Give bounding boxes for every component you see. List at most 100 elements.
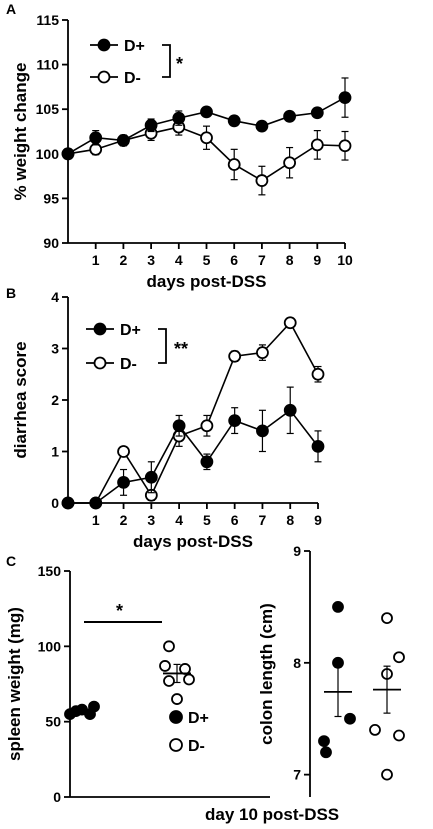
data-point-d-plus bbox=[344, 712, 356, 725]
panel-label-c: C bbox=[6, 553, 16, 569]
data-point-d-plus bbox=[228, 414, 242, 428]
data-point-d-minus bbox=[163, 640, 175, 653]
y-tick-label: 100 bbox=[38, 638, 62, 654]
data-point-d-plus bbox=[332, 656, 344, 669]
data-point-d-minus bbox=[283, 156, 297, 170]
significance-marker: * bbox=[116, 601, 123, 621]
data-point-d-minus bbox=[381, 768, 393, 781]
legend-label-d-plus: D+ bbox=[124, 38, 145, 55]
x-tick-label: 1 bbox=[92, 512, 100, 528]
x-tick-label: 5 bbox=[203, 252, 211, 268]
data-point-d-plus bbox=[318, 735, 330, 747]
legend-marker-d-plus bbox=[97, 38, 111, 52]
y-tick-label: 2 bbox=[51, 392, 59, 408]
panel-label-b: B bbox=[6, 285, 16, 301]
x-tick-label: 9 bbox=[313, 252, 321, 268]
significance-marker: * bbox=[176, 54, 183, 74]
data-point-d-minus bbox=[200, 131, 213, 145]
y-tick-label: 95 bbox=[43, 190, 59, 206]
y-tick-label: 110 bbox=[36, 57, 59, 73]
x-tick-label: 4 bbox=[175, 252, 183, 268]
significance-marker: ** bbox=[174, 339, 188, 359]
x-tick-label: 3 bbox=[147, 512, 155, 528]
data-point-d-plus bbox=[89, 496, 103, 510]
y-tick-label: 4 bbox=[51, 289, 59, 305]
data-point-d-plus bbox=[172, 419, 186, 433]
panel-b-diarrhea-chart: B 0 1 2 3 4 1 2 3 4 5 6 7 8 9 days post-DSS diarrhea sco… bbox=[6, 285, 325, 551]
x-axis-title: days post-DSS bbox=[147, 272, 267, 291]
data-point-d-minus bbox=[338, 139, 352, 153]
y-tick-label: 9 bbox=[293, 543, 301, 559]
data-point-d-plus bbox=[200, 455, 214, 469]
data-point-d-plus bbox=[227, 114, 241, 128]
data-point-d-plus bbox=[332, 601, 344, 613]
y-axis-title: colon length (cm) bbox=[257, 603, 276, 745]
data-point-d-minus bbox=[163, 675, 175, 687]
data-point-d-plus bbox=[255, 119, 269, 133]
data-point-d-minus bbox=[310, 138, 324, 152]
data-point-d-minus bbox=[183, 673, 195, 686]
data-point-d-plus bbox=[256, 424, 269, 438]
x-tick-label: 3 bbox=[147, 252, 155, 268]
x-tick-label: 1 bbox=[92, 252, 100, 268]
x-tick-label: 6 bbox=[231, 512, 239, 528]
legend-marker-d-plus bbox=[169, 710, 183, 724]
y-axis-title: spleen weight (mg) bbox=[5, 607, 24, 761]
x-tick-label: 8 bbox=[286, 252, 294, 268]
panel-c-colon-chart: 7 8 9 colon length (cm) bbox=[257, 543, 405, 797]
x-tick-label: 7 bbox=[259, 512, 267, 528]
y-axis-title: diarrhea score bbox=[11, 341, 30, 458]
y-tick-label: 1 bbox=[51, 444, 59, 460]
data-point-d-minus bbox=[200, 419, 214, 433]
y-tick-label: 8 bbox=[293, 655, 301, 671]
data-point-d-minus bbox=[228, 349, 242, 363]
data-point-d-minus bbox=[393, 651, 405, 664]
y-tick-label: 105 bbox=[36, 101, 60, 117]
panel-c-spleen-chart: 0 50 100 150 spleen weight (mg) C * D+ D-day 10 … bbox=[5, 553, 339, 824]
data-point-d-plus bbox=[144, 470, 158, 484]
data-point-d-plus bbox=[311, 439, 325, 453]
data-point-d-minus bbox=[256, 346, 269, 360]
data-point-d-plus bbox=[283, 403, 297, 417]
x-axis-title: days post-DSS bbox=[133, 532, 253, 551]
panel-label-a: A bbox=[6, 1, 16, 17]
significance-bracket bbox=[162, 44, 171, 78]
data-point-d-plus bbox=[117, 475, 130, 489]
x-tick-label: 4 bbox=[175, 512, 183, 528]
data-point-d-plus bbox=[172, 111, 186, 125]
data-point-d-plus bbox=[200, 105, 213, 119]
data-point-d-minus bbox=[179, 663, 191, 675]
data-point-d-minus bbox=[227, 158, 241, 171]
data-point-d-minus bbox=[381, 612, 393, 624]
x-tick-label: 8 bbox=[286, 512, 294, 528]
y-tick-label: 3 bbox=[51, 341, 59, 357]
y-tick-label: 50 bbox=[45, 714, 61, 730]
x-tick-label: 2 bbox=[120, 252, 128, 268]
x-tick-label: 9 bbox=[314, 512, 322, 528]
data-point-d-minus bbox=[393, 729, 405, 742]
data-point-d-minus bbox=[283, 316, 297, 330]
data-point-d-minus bbox=[159, 660, 171, 672]
legend-label-d-plus: D+ bbox=[120, 322, 141, 339]
legend-marker-d-minus bbox=[169, 738, 183, 752]
data-point-d-plus bbox=[338, 91, 352, 105]
series-line-d-plus bbox=[68, 409, 319, 504]
y-tick-label: 90 bbox=[43, 235, 59, 251]
data-point-d-plus bbox=[117, 134, 130, 147]
data-point-d-plus bbox=[320, 746, 332, 759]
legend-marker-d-plus bbox=[93, 322, 107, 336]
x-axis-title: day 10 post-DSS bbox=[205, 805, 339, 824]
significance-bracket bbox=[158, 328, 167, 364]
legend-label-d-minus: D- bbox=[124, 70, 141, 87]
panel-a-weight-chart: A 90 95 100 105 110 115 1 2 3 4 5 6 7 8 9 10 days post-DS… bbox=[6, 1, 353, 291]
legend-label-d-plus: D+ bbox=[188, 710, 209, 727]
legend-label-d-minus: D- bbox=[188, 738, 205, 755]
y-axis-title: % weight change bbox=[11, 63, 30, 201]
data-point-d-minus bbox=[311, 367, 325, 381]
x-tick-label: 7 bbox=[258, 252, 266, 268]
data-point-d-minus bbox=[369, 724, 381, 736]
y-tick-label: 0 bbox=[51, 495, 59, 511]
y-tick-label: 7 bbox=[293, 767, 301, 783]
legend-label-d-minus: D- bbox=[120, 356, 137, 373]
